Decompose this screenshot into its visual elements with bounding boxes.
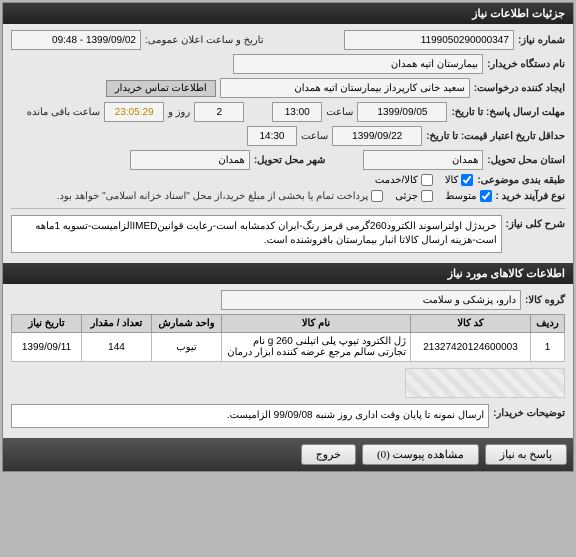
chk-service[interactable]: کالا/خدمت: [375, 174, 433, 186]
td-date: 1399/09/11: [12, 333, 82, 362]
lbl-deadline-time: ساعت: [326, 107, 353, 118]
chk-treasury-input[interactable]: [371, 190, 383, 202]
chk-treasury-note[interactable]: پرداخت تمام یا بخشی از مبلغ خرید،از محل …: [57, 190, 384, 202]
details-panel: جزئیات اطلاعات نیاز شماره نیاز: تاریخ و …: [2, 2, 574, 472]
lbl-validity-time: ساعت: [301, 131, 328, 142]
chk-goods[interactable]: کالا: [445, 174, 474, 186]
th-date: تاریخ نیاز: [12, 315, 82, 333]
th-qty: تعداد / مقدار: [82, 315, 152, 333]
goods-table: ردیف کد کالا نام کالا واحد شمارش تعداد /…: [11, 314, 565, 362]
chk-medium-input[interactable]: [480, 190, 492, 202]
chk-medium[interactable]: متوسط: [445, 190, 491, 202]
lbl-buyer-note: توضیحات خریدار:: [493, 408, 565, 419]
row-deadline: مهلت ارسال پاسخ: تا تاریخ: ساعت روز و سا…: [11, 102, 565, 122]
btn-reply[interactable]: پاسخ به نیاز: [485, 444, 567, 465]
btn-exit[interactable]: خروج: [301, 444, 356, 465]
table-row: 1 21327420124600003 ژل الکترود تیوپ پلی …: [12, 333, 565, 362]
td-code: 21327420124600003: [411, 333, 531, 362]
val-province: [363, 150, 483, 170]
val-request-number: [344, 30, 514, 50]
td-row: 1: [531, 333, 565, 362]
lbl-process-type: نوع فرآیند خرید :: [496, 191, 565, 202]
td-name: ژل الکترود تیوپ پلی اتیلنی 260 g نام تجا…: [222, 333, 411, 362]
chk-minor-input[interactable]: [421, 190, 433, 202]
chk-goods-label: کالا: [445, 175, 459, 186]
divider-1: [11, 208, 565, 209]
val-deadline-time: [272, 102, 322, 122]
row-process-type: نوع فرآیند خرید : متوسط جزئی پرداخت تمام…: [11, 190, 565, 202]
val-summary: خریدژل اولتراسوند الکترود260گرمی قرمز رن…: [11, 215, 502, 253]
lbl-creator: ایجاد کننده درخواست:: [474, 83, 565, 94]
lbl-summary: شرح کلی نیاز:: [506, 219, 565, 230]
val-validity-time: [247, 126, 297, 146]
row-goods-group: گروه کالا:: [11, 290, 565, 310]
chk-goods-input[interactable]: [461, 174, 473, 186]
btn-attachments[interactable]: مشاهده پیوست (0): [362, 444, 479, 465]
val-remain-time: [104, 102, 164, 122]
td-qty: 144: [82, 333, 152, 362]
lbl-deadline: مهلت ارسال پاسخ: تا تاریخ:: [451, 107, 565, 118]
watermark-image: [405, 368, 565, 398]
chk-treasury-label: پرداخت تمام یا بخشی از مبلغ خرید،از محل …: [57, 191, 369, 202]
th-name: نام کالا: [222, 315, 411, 333]
th-row: ردیف: [531, 315, 565, 333]
row-watermark: [11, 368, 565, 398]
row-classification: طبقه بندی موضوعی: کالا کالا/خدمت: [11, 174, 565, 186]
chk-service-label: کالا/خدمت: [375, 175, 418, 186]
th-unit: واحد شمارش: [152, 315, 222, 333]
chk-service-input[interactable]: [421, 174, 433, 186]
val-announce-date: [11, 30, 141, 50]
panel2-header: اطلاعات کالاهای مورد نیاز: [3, 263, 573, 284]
row-delivery: استان محل تحویل: شهر محل تحویل:: [11, 150, 565, 170]
lbl-day-and: روز و: [168, 107, 190, 118]
lbl-buyer: نام دستگاه خریدار:: [487, 59, 565, 70]
panel1-body: شماره نیاز: تاریخ و ساعت اعلان عمومی: نا…: [3, 24, 573, 263]
chk-minor-label: جزئی: [395, 191, 418, 202]
footer-buttons: پاسخ به نیاز مشاهده پیوست (0) خروج: [3, 438, 573, 471]
lbl-classification: طبقه بندی موضوعی:: [477, 175, 565, 186]
chk-medium-label: متوسط: [445, 191, 476, 202]
lbl-province: استان محل تحویل:: [487, 155, 565, 166]
val-buyer-note: ارسال نمونه تا پایان وقت اداری روز شنبه …: [11, 404, 489, 428]
lbl-goods-group: گروه کالا:: [525, 295, 565, 306]
lbl-city: شهر محل تحویل:: [254, 155, 326, 166]
lbl-remain: ساعت باقی مانده: [27, 107, 100, 118]
val-deadline-date: [357, 102, 447, 122]
lbl-validity: حداقل تاریخ اعتبار قیمت: تا تاریخ:: [426, 131, 565, 142]
goods-table-head: ردیف کد کالا نام کالا واحد شمارش تعداد /…: [12, 315, 565, 333]
val-city: [130, 150, 250, 170]
panel1-header: جزئیات اطلاعات نیاز: [3, 3, 573, 24]
row-creator: ایجاد کننده درخواست: اطلاعات تماس خریدار: [11, 78, 565, 98]
val-validity-date: [332, 126, 422, 146]
val-goods-group: [221, 290, 521, 310]
row-buyer: نام دستگاه خریدار:: [11, 54, 565, 74]
row-summary: شرح کلی نیاز: خریدژل اولتراسوند الکترود2…: [11, 215, 565, 253]
row-request-number: شماره نیاز: تاریخ و ساعت اعلان عمومی:: [11, 30, 565, 50]
lbl-announce-date: تاریخ و ساعت اعلان عمومی:: [145, 35, 264, 46]
val-remain-days: [194, 102, 244, 122]
td-unit: تیوب: [152, 333, 222, 362]
btn-contact-info[interactable]: اطلاعات تماس خریدار: [106, 80, 216, 97]
goods-table-body: 1 21327420124600003 ژل الکترود تیوپ پلی …: [12, 333, 565, 362]
lbl-request-number: شماره نیاز:: [518, 35, 565, 46]
row-buyer-note: توضیحات خریدار: ارسال نمونه تا پایان وقت…: [11, 404, 565, 428]
val-buyer: [233, 54, 483, 74]
chk-minor[interactable]: جزئی: [395, 190, 433, 202]
row-validity: حداقل تاریخ اعتبار قیمت: تا تاریخ: ساعت: [11, 126, 565, 146]
val-creator: [220, 78, 470, 98]
panel2-body: گروه کالا: ردیف کد کالا نام کالا واحد شم…: [3, 284, 573, 438]
th-code: کد کالا: [411, 315, 531, 333]
